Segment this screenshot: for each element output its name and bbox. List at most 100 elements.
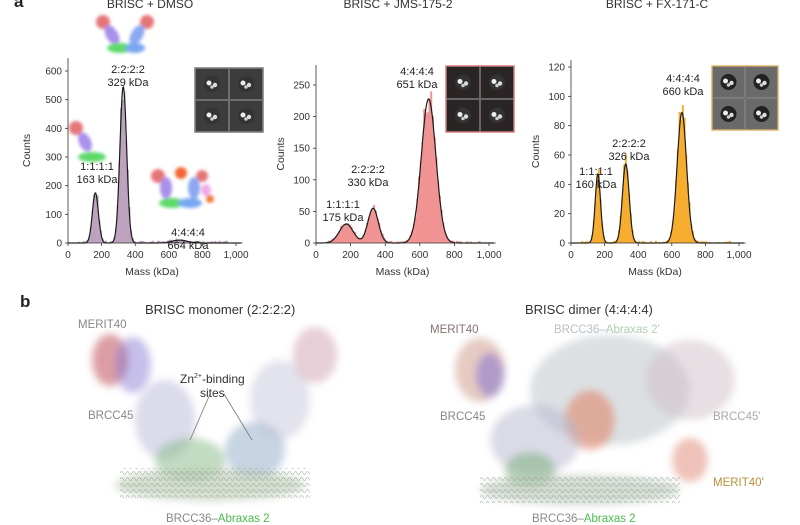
x-tick-label: 800 bbox=[446, 250, 463, 261]
peak-stoichiometry-label: 2:2:2:2 bbox=[111, 64, 145, 76]
x-tick-label: 400 bbox=[630, 250, 647, 261]
particle-halo bbox=[455, 75, 471, 91]
abraxas-prime-text: Abraxas 2' bbox=[606, 324, 660, 336]
peak-stoichiometry-label: 4:4:4:4 bbox=[171, 227, 205, 239]
label-zn-binding-sites: Zn2+-binding sites bbox=[180, 370, 245, 400]
particle-density bbox=[207, 113, 212, 118]
x-tick-label: 0 bbox=[568, 250, 574, 261]
particle-halo bbox=[204, 76, 220, 92]
y-tick-label: 0 bbox=[559, 239, 565, 250]
x-tick-label: 600 bbox=[411, 250, 428, 261]
particle-halo bbox=[721, 106, 737, 122]
dimer-cartoon bbox=[151, 167, 214, 208]
particle-density bbox=[207, 81, 212, 86]
y-tick-label: 40 bbox=[554, 180, 566, 191]
x-tick-label: 400 bbox=[377, 250, 394, 261]
x-axis-label: Mass (kDa) bbox=[125, 266, 179, 278]
monomer-title: BRISC monomer (2:2:2:2) bbox=[145, 302, 295, 317]
helix-texture bbox=[480, 475, 680, 503]
x-tick-label: 400 bbox=[127, 250, 144, 261]
label-brcc36-abraxas2-dimer: BRCC36–Abraxas 2 bbox=[532, 513, 636, 525]
label-merit40-prime: MERIT40' bbox=[713, 477, 764, 489]
peak-mass-label: 664 kDa bbox=[168, 240, 210, 252]
x-axis-label: Mass (kDa) bbox=[376, 266, 430, 278]
y-tick-label: 200 bbox=[293, 112, 310, 123]
x-tick-label: 200 bbox=[342, 250, 359, 261]
y-tick-label: 100 bbox=[45, 210, 62, 221]
histogram-bar bbox=[425, 114, 427, 243]
peak-mass-label: 329 kDa bbox=[108, 77, 150, 89]
peak-mass-label: 175 kDa bbox=[323, 212, 365, 224]
peak-mass-label: 326 kDa bbox=[609, 151, 651, 163]
particle-density bbox=[241, 113, 246, 118]
label-merit40-dimer: MERIT40 bbox=[430, 324, 479, 336]
particle-density bbox=[458, 79, 463, 84]
histogram-bar bbox=[370, 212, 372, 243]
monomer-cartoon bbox=[96, 15, 154, 53]
peak-stoichiometry-label: 2:2:2:2 bbox=[351, 164, 385, 176]
particle-density bbox=[492, 79, 497, 84]
x-tick-label: 800 bbox=[697, 250, 714, 261]
y-tick-label: 300 bbox=[45, 153, 62, 164]
dimer-title: BRISC dimer (4:4:4:4) bbox=[525, 302, 653, 317]
class-average-inset bbox=[712, 66, 778, 130]
y-tick-label: 500 bbox=[45, 95, 62, 106]
particle-density bbox=[756, 79, 761, 84]
histogram-bar bbox=[428, 99, 430, 243]
zn-text: Zn bbox=[180, 372, 194, 386]
y-tick-label: 50 bbox=[299, 207, 311, 218]
particle-halo bbox=[489, 75, 505, 91]
brcc36-prime-text: BRCC36 bbox=[554, 324, 599, 336]
y-tick-label: 600 bbox=[45, 67, 62, 78]
class-average-inset bbox=[446, 66, 514, 132]
one-to-one-cartoon bbox=[69, 121, 106, 162]
y-tick-label: 400 bbox=[45, 124, 62, 135]
label-brcc45: BRCC45 bbox=[88, 410, 133, 422]
y-axis-label: Counts bbox=[275, 137, 287, 170]
label-brcc45-prime: BRCC45' bbox=[713, 411, 761, 423]
particle-density bbox=[244, 117, 248, 121]
y-tick-label: 120 bbox=[548, 63, 565, 74]
particle-density bbox=[492, 112, 497, 117]
peak-mass-label: 651 kDa bbox=[397, 79, 439, 91]
particle-density bbox=[241, 81, 246, 86]
particle-density bbox=[760, 115, 764, 119]
x-tick-label: 1,000 bbox=[223, 250, 248, 261]
histogram-bar bbox=[344, 224, 346, 243]
x-tick-label: 0 bbox=[313, 250, 319, 261]
histogram-bar bbox=[342, 227, 344, 243]
histogram-bar bbox=[345, 223, 347, 243]
x-tick-label: 1,000 bbox=[726, 250, 751, 261]
particle-density bbox=[495, 117, 499, 121]
label-brcc36-abraxas2-prime: BRCC36–Abraxas 2' bbox=[554, 324, 660, 336]
x-tick-label: 0 bbox=[65, 250, 71, 261]
y-tick-label: 100 bbox=[293, 175, 310, 186]
x-tick-label: 200 bbox=[596, 250, 613, 261]
y-axis-label: Counts bbox=[21, 134, 33, 167]
class-average-inset bbox=[195, 68, 263, 132]
particle-density bbox=[210, 117, 214, 121]
particle-halo bbox=[238, 76, 254, 92]
x-axis-label: Mass (kDa) bbox=[628, 266, 682, 278]
y-axis-label: Counts bbox=[530, 135, 542, 168]
x-tick-label: 200 bbox=[93, 250, 110, 261]
particle-density bbox=[727, 115, 731, 119]
particle-halo bbox=[754, 106, 770, 122]
particle-halo bbox=[238, 108, 254, 124]
particle-halo bbox=[489, 108, 505, 124]
label-brcc36-abraxas2: BRCC36–Abraxas 2 bbox=[166, 513, 270, 525]
peak-stoichiometry-label: 4:4:4:4 bbox=[400, 66, 434, 78]
histogram-bar bbox=[371, 209, 373, 243]
particle-density bbox=[756, 111, 761, 116]
label-merit40: MERIT40 bbox=[78, 319, 127, 331]
y-tick-label: 250 bbox=[293, 81, 310, 92]
peak-stoichiometry-label: 1:1:1:1 bbox=[80, 161, 114, 173]
particle-density bbox=[760, 83, 764, 87]
particle-density bbox=[723, 79, 728, 84]
peak-mass-label: 660 kDa bbox=[663, 86, 705, 98]
particle-density bbox=[458, 112, 463, 117]
brcc36-text: BRCC36 bbox=[532, 513, 577, 525]
